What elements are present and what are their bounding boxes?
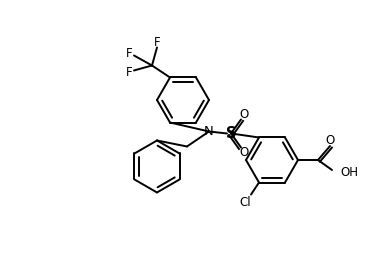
Text: O: O	[325, 135, 335, 147]
Text: S: S	[226, 126, 236, 141]
Text: O: O	[239, 146, 249, 159]
Text: N: N	[204, 125, 214, 138]
Text: F: F	[154, 36, 160, 49]
Text: F: F	[126, 47, 132, 60]
Text: O: O	[239, 108, 249, 121]
Text: F: F	[126, 66, 132, 79]
Text: OH: OH	[340, 165, 358, 178]
Text: Cl: Cl	[239, 196, 251, 209]
